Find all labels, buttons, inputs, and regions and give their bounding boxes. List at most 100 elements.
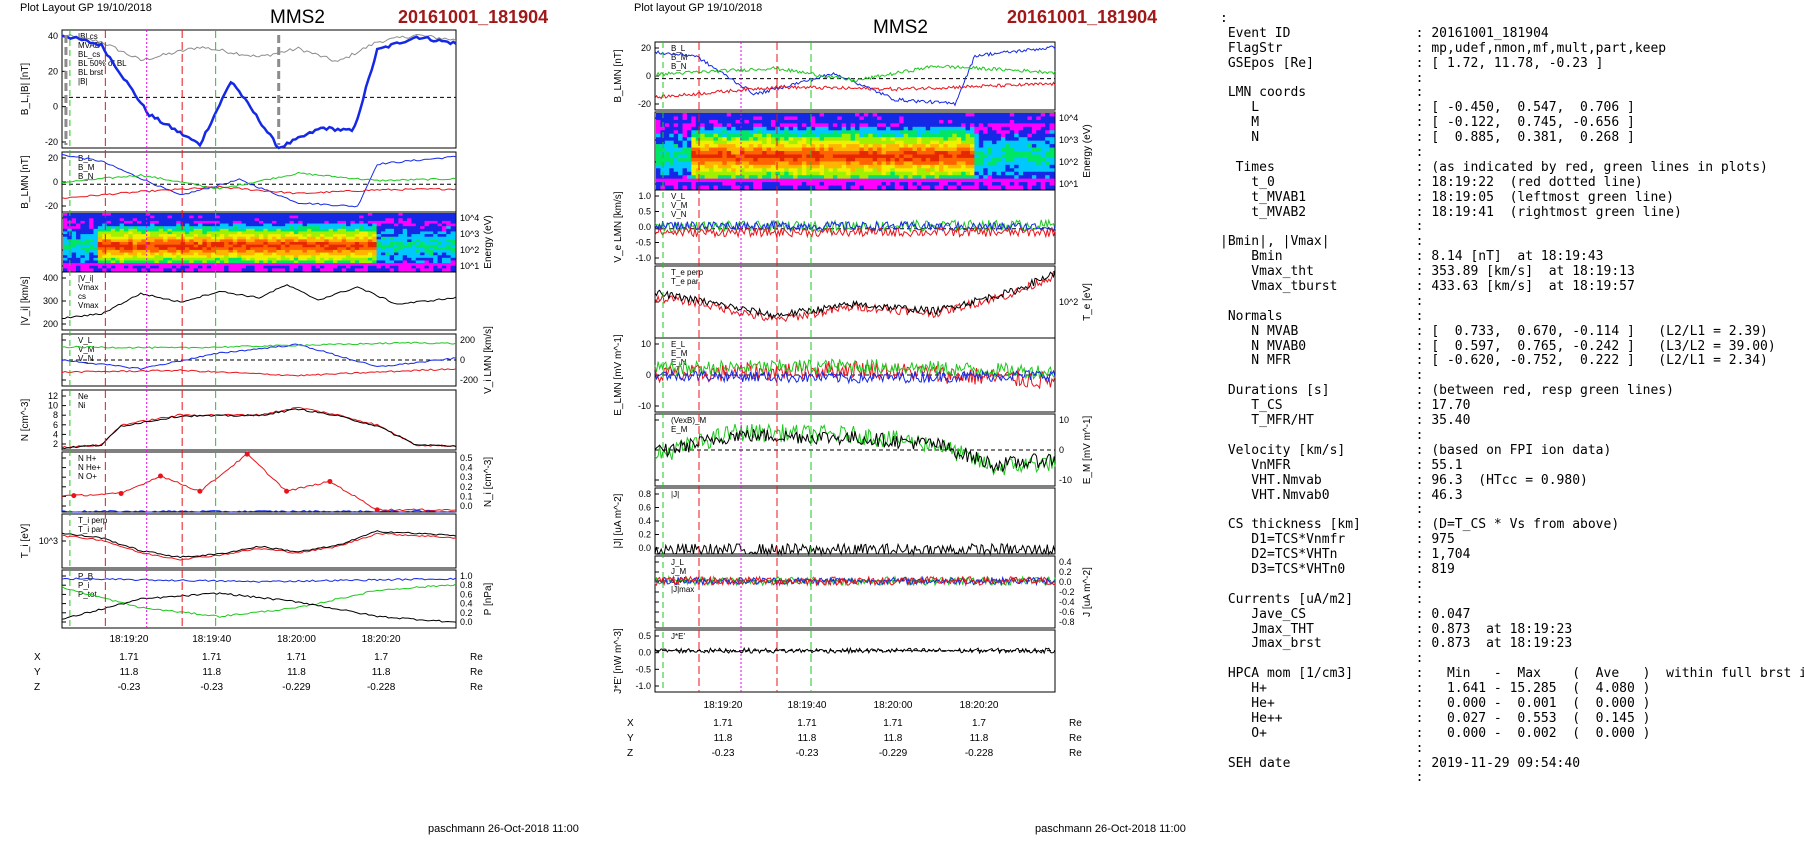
spectrogram-cell bbox=[206, 247, 212, 251]
spectrogram-cell bbox=[302, 242, 308, 246]
spectrogram-cell bbox=[441, 247, 447, 251]
spectrogram-cell bbox=[832, 178, 838, 183]
spectrogram-cell bbox=[824, 151, 830, 156]
spectrogram-cell bbox=[102, 247, 108, 251]
spectrogram-cell bbox=[437, 228, 443, 233]
spectrogram-cell bbox=[731, 182, 737, 187]
spectrogram-cell bbox=[63, 247, 68, 251]
spectrogram-cell bbox=[726, 119, 732, 124]
spectrogram-cell bbox=[947, 164, 953, 169]
spectrogram-cell bbox=[441, 223, 447, 227]
spectrogram-cell bbox=[145, 236, 151, 240]
spectrogram-cell bbox=[324, 228, 330, 233]
spectrogram-cell bbox=[885, 168, 891, 173]
spectrogram-cell bbox=[245, 255, 251, 259]
spectrogram-cell bbox=[753, 113, 759, 118]
spectrogram-cell bbox=[678, 126, 684, 131]
x-tick-label: 18:19:40 bbox=[788, 700, 827, 711]
spectrogram-cell bbox=[797, 133, 803, 138]
spectrogram-cell bbox=[1014, 130, 1020, 135]
spectrogram-cell bbox=[158, 265, 164, 269]
spectrogram-cell bbox=[775, 130, 781, 135]
spectrogram-cell bbox=[1005, 119, 1011, 124]
spectrogram-cell bbox=[669, 144, 675, 149]
series-line bbox=[654, 574, 1056, 587]
spectrogram-cell bbox=[961, 157, 967, 162]
spectrogram-cell bbox=[740, 182, 746, 187]
spectrogram-cell bbox=[947, 113, 953, 118]
series-line bbox=[61, 592, 457, 623]
spectrogram-cell bbox=[302, 215, 308, 219]
spectrogram-cell bbox=[682, 171, 688, 176]
spectrogram-cell bbox=[788, 119, 794, 124]
series-line bbox=[61, 33, 457, 62]
spectrogram-cell bbox=[80, 268, 86, 272]
spectrogram-cell bbox=[656, 161, 662, 166]
spectrogram-cell bbox=[137, 255, 142, 259]
spectrogram-cell bbox=[824, 154, 830, 159]
spectrogram-cell bbox=[415, 249, 421, 254]
spectrogram-cell bbox=[1049, 164, 1055, 169]
spectrogram-cell bbox=[819, 171, 825, 176]
legend-label: B_M bbox=[78, 163, 95, 172]
spectrogram-cell bbox=[263, 247, 269, 251]
spectrogram-cell bbox=[969, 157, 975, 162]
spectrogram-cell bbox=[877, 185, 883, 190]
spectrogram-cell bbox=[908, 147, 914, 152]
spectrogram-cell bbox=[167, 263, 173, 267]
spectrogram-cell bbox=[407, 268, 413, 272]
spectrogram-cell bbox=[276, 247, 282, 251]
position-value: 11.8 bbox=[202, 667, 221, 678]
spectrogram-cell bbox=[272, 231, 278, 235]
spectrogram-cell bbox=[983, 147, 989, 152]
spectrogram-cell bbox=[171, 249, 177, 254]
spectrogram-cell bbox=[132, 226, 138, 230]
spectrogram-cell bbox=[267, 234, 273, 238]
spectrogram-cell bbox=[132, 220, 138, 225]
spectrogram-cell bbox=[102, 257, 108, 262]
spectrogram-cell bbox=[1040, 185, 1046, 190]
spectrogram-cell bbox=[163, 228, 169, 233]
spectrogram-cell bbox=[154, 228, 160, 233]
legend-label: B_N bbox=[671, 62, 687, 71]
spectrogram-cell bbox=[346, 249, 352, 254]
spectrogram-cell bbox=[673, 123, 679, 128]
spectrogram-cell bbox=[333, 268, 338, 272]
spectrogram-cell bbox=[779, 161, 785, 166]
spectrogram-cell bbox=[293, 260, 299, 264]
spectrogram-cell bbox=[350, 247, 356, 251]
spectrogram-cell bbox=[1040, 116, 1046, 121]
spectrogram-cell bbox=[306, 234, 312, 238]
spectrogram-cell bbox=[263, 239, 269, 243]
spectrogram-cell bbox=[154, 247, 160, 251]
spectrogram-cell bbox=[726, 126, 732, 131]
spectrogram-cell bbox=[311, 247, 317, 251]
spectrogram-cell bbox=[398, 220, 404, 225]
spectrogram-cell bbox=[961, 147, 967, 152]
spectrogram-cell bbox=[1036, 130, 1042, 135]
spectrogram-cell bbox=[150, 228, 156, 233]
spectrogram-cell bbox=[744, 171, 750, 176]
spectrogram-cell bbox=[1014, 171, 1020, 176]
spectrogram-cell bbox=[89, 252, 95, 256]
spectrogram-cell bbox=[276, 268, 282, 272]
spectrogram-cell bbox=[810, 116, 816, 121]
spectrogram-cell bbox=[363, 236, 369, 240]
spectrogram-cell bbox=[908, 116, 914, 121]
spectrogram-cell bbox=[678, 123, 684, 128]
spectrogram-cell bbox=[837, 147, 843, 152]
spectrogram-cell bbox=[1031, 178, 1037, 183]
spectrogram-cell bbox=[132, 213, 138, 217]
spectrogram-cell bbox=[930, 151, 936, 156]
spectrogram-cell bbox=[806, 154, 812, 159]
spectrogram-cell bbox=[828, 171, 834, 176]
spectrogram-cell bbox=[695, 171, 701, 176]
spectrogram-cell bbox=[141, 255, 147, 259]
spectrogram-cell bbox=[306, 213, 312, 217]
spectrogram-cell bbox=[110, 231, 116, 235]
spectrogram-cell bbox=[437, 244, 443, 248]
spectrogram-cell bbox=[402, 234, 408, 238]
spectrogram-cell bbox=[71, 247, 77, 251]
spectrogram-cell bbox=[934, 151, 940, 156]
spectrogram-cell bbox=[1049, 140, 1055, 145]
